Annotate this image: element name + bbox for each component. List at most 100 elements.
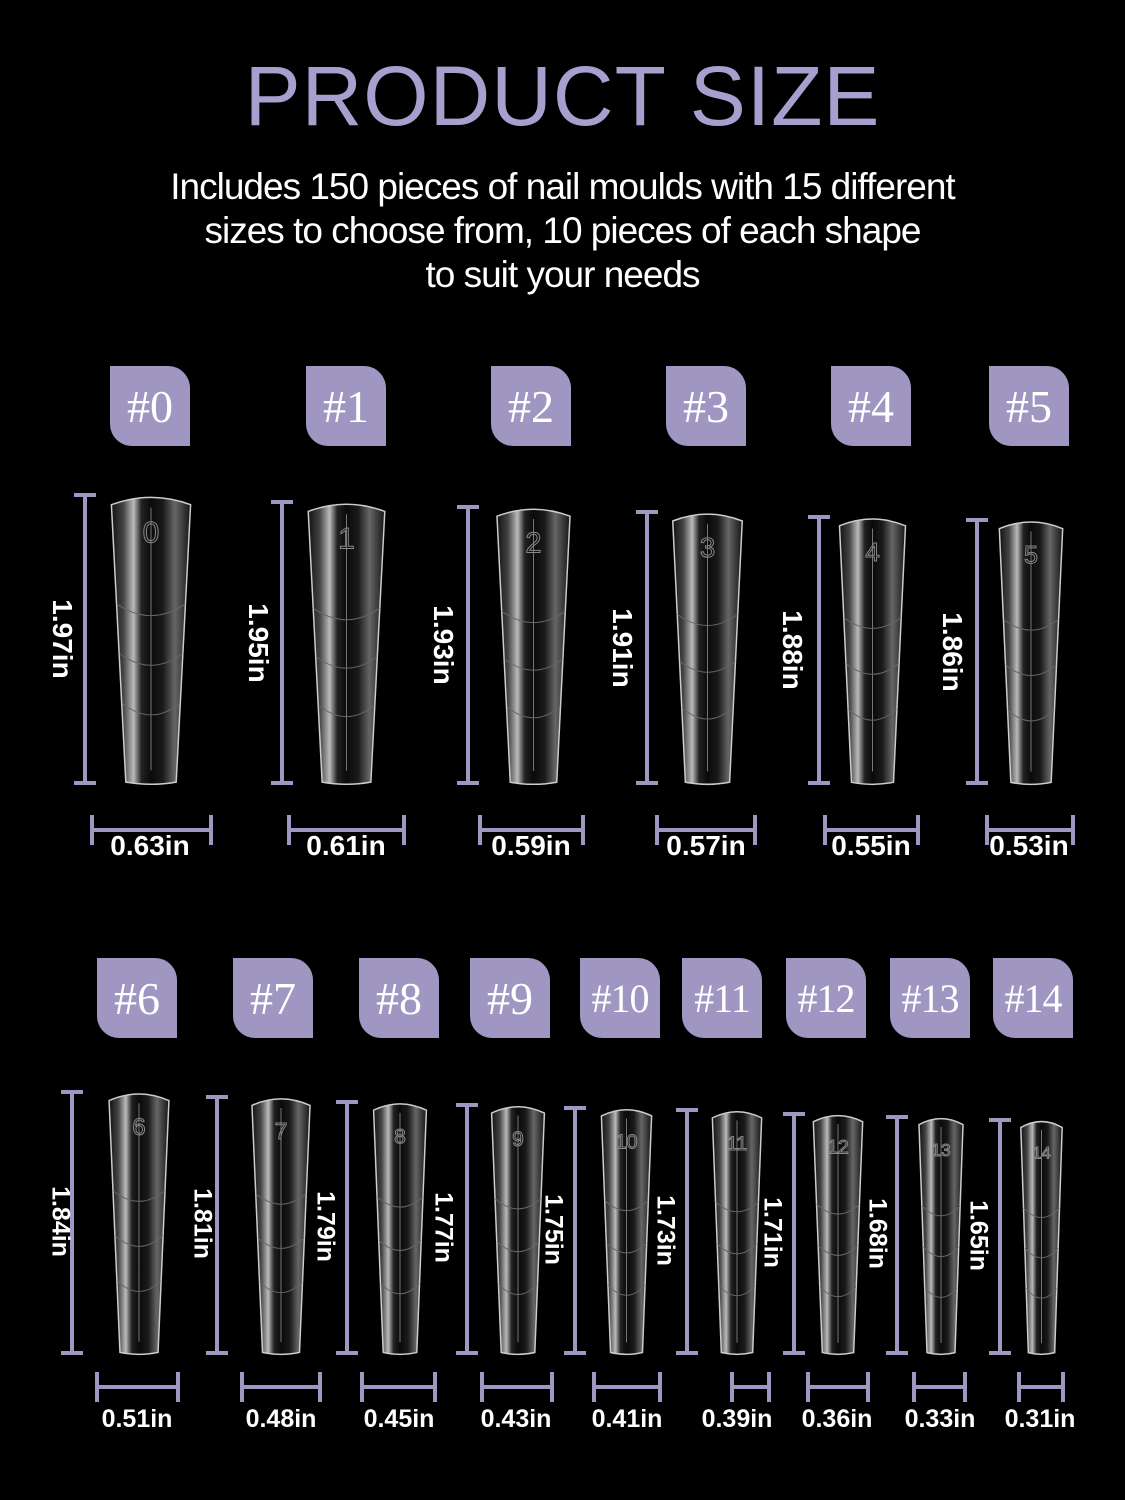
nail-size-number: 1 — [338, 522, 355, 555]
nail-size-number: 6 — [132, 1114, 145, 1141]
length-dimension-line — [271, 500, 293, 785]
nail-tip-image: 14 — [1020, 1120, 1063, 1356]
nail-size-number: 0 — [143, 517, 160, 550]
nail-tip-image: 11 — [711, 1110, 763, 1356]
length-label: 1.91in — [607, 607, 638, 688]
length-dimension-line — [206, 1095, 228, 1355]
nail-size-number: 12 — [827, 1136, 849, 1158]
nail-size-number: 8 — [394, 1125, 406, 1148]
size-badge: #6 — [97, 958, 177, 1038]
width-label: 0.55in — [831, 830, 911, 861]
length-label: 1.95in — [243, 602, 274, 683]
length-dimension-line — [808, 515, 830, 785]
size-badge: #2 — [491, 366, 571, 446]
nail-size-number: 4 — [865, 537, 880, 567]
nail-size-number: 2 — [525, 528, 541, 560]
subtitle-line: sizes to choose from, 10 pieces of each … — [204, 210, 922, 251]
width-label: 0.61in — [306, 830, 386, 861]
width-label: 0.53in — [989, 830, 1069, 861]
length-dimension-line — [457, 505, 479, 785]
width-dimension-line — [1017, 1372, 1065, 1402]
length-label: 1.75in — [539, 1193, 568, 1265]
width-dimension-line — [806, 1372, 870, 1402]
nail-tip-image: 5 — [998, 521, 1064, 786]
nail-size-number: 7 — [275, 1118, 288, 1144]
nail-tip-image: 3 — [671, 513, 744, 786]
length-label: 1.84in — [46, 1185, 75, 1257]
width-label: 0.43in — [480, 1405, 552, 1433]
length-dimension-line — [456, 1103, 478, 1355]
size-badge: #13 — [890, 958, 970, 1038]
width-label: 0.63in — [110, 830, 190, 861]
nail-tip-image: 4 — [838, 518, 907, 786]
length-label: 1.81in — [188, 1188, 217, 1259]
length-dimension-line — [74, 493, 96, 785]
page-title: PRODUCT SIZE — [244, 49, 881, 143]
length-label: 1.88in — [777, 610, 808, 690]
length-label: 1.79in — [311, 1190, 340, 1262]
size-badge: #14 — [993, 958, 1073, 1038]
width-dimension-line — [823, 815, 920, 845]
length-label: 1.71in — [758, 1196, 787, 1268]
size-badge: #4 — [831, 366, 911, 446]
subtitle-line: to suit your needs — [425, 254, 700, 295]
length-label: 1.77in — [429, 1192, 458, 1263]
nail-tip-image: 1 — [307, 503, 386, 786]
nail-size-number: 10 — [615, 1131, 637, 1153]
length-label: 1.93in — [428, 605, 459, 685]
length-dimension-line — [336, 1100, 358, 1355]
size-badge: #1 — [306, 366, 386, 446]
size-badge: #3 — [666, 366, 746, 446]
width-dimension-line — [480, 1372, 554, 1402]
width-label: 0.41in — [591, 1405, 663, 1433]
nail-size-number: 11 — [727, 1133, 747, 1155]
length-dimension-line — [966, 518, 988, 785]
width-dimension-line — [360, 1372, 437, 1402]
nail-size-number: 5 — [1024, 541, 1038, 569]
length-label: 1.68in — [863, 1198, 892, 1269]
width-label: 0.45in — [363, 1405, 435, 1433]
size-badge: #0 — [110, 366, 190, 446]
nail-tip-image: 12 — [812, 1114, 864, 1356]
nail-size-number: 9 — [512, 1128, 524, 1151]
width-label: 0.36in — [801, 1405, 873, 1433]
size-badge: #7 — [233, 958, 313, 1038]
length-dimension-line — [989, 1118, 1011, 1355]
width-dimension-line — [90, 815, 213, 845]
nail-tip-image: 8 — [372, 1103, 428, 1356]
width-label: 0.57in — [666, 830, 746, 861]
length-label: 1.73in — [651, 1194, 680, 1266]
nail-tip-image: 0 — [110, 496, 192, 786]
width-label: 0.31in — [1004, 1405, 1076, 1433]
width-dimension-line — [240, 1372, 322, 1402]
width-dimension-line — [912, 1372, 967, 1402]
width-dimension-line — [730, 1372, 771, 1402]
width-label: 0.59in — [491, 830, 571, 861]
size-badge: #5 — [989, 366, 1069, 446]
nail-tip-image: 10 — [600, 1108, 653, 1356]
size-badge: #10 — [580, 958, 660, 1038]
nail-tip-image: 7 — [251, 1098, 311, 1356]
width-dimension-line — [95, 1372, 180, 1402]
size-badge: #12 — [786, 958, 866, 1038]
width-label: 0.39in — [701, 1405, 773, 1433]
nail-size-number: 14 — [1032, 1144, 1050, 1162]
size-badge: #8 — [359, 958, 439, 1038]
length-label: 1.86in — [937, 611, 968, 692]
length-dimension-line — [564, 1106, 586, 1355]
width-dimension-line — [655, 815, 757, 845]
length-dimension-line — [783, 1112, 805, 1355]
width-label: 0.33in — [904, 1405, 976, 1433]
nail-tip-image: 9 — [490, 1106, 546, 1356]
width-label: 0.51in — [101, 1405, 173, 1433]
width-dimension-line — [287, 815, 406, 845]
nail-size-number: 3 — [700, 532, 715, 563]
nail-tip-image: 6 — [108, 1093, 170, 1356]
size-badge: #11 — [682, 958, 762, 1038]
nail-size-number: 13 — [931, 1140, 950, 1160]
subtitle-line: Includes 150 pieces of nail moulds with … — [170, 166, 955, 207]
length-label: 1.65in — [964, 1199, 993, 1271]
length-dimension-line — [676, 1108, 698, 1355]
width-dimension-line — [592, 1372, 662, 1402]
